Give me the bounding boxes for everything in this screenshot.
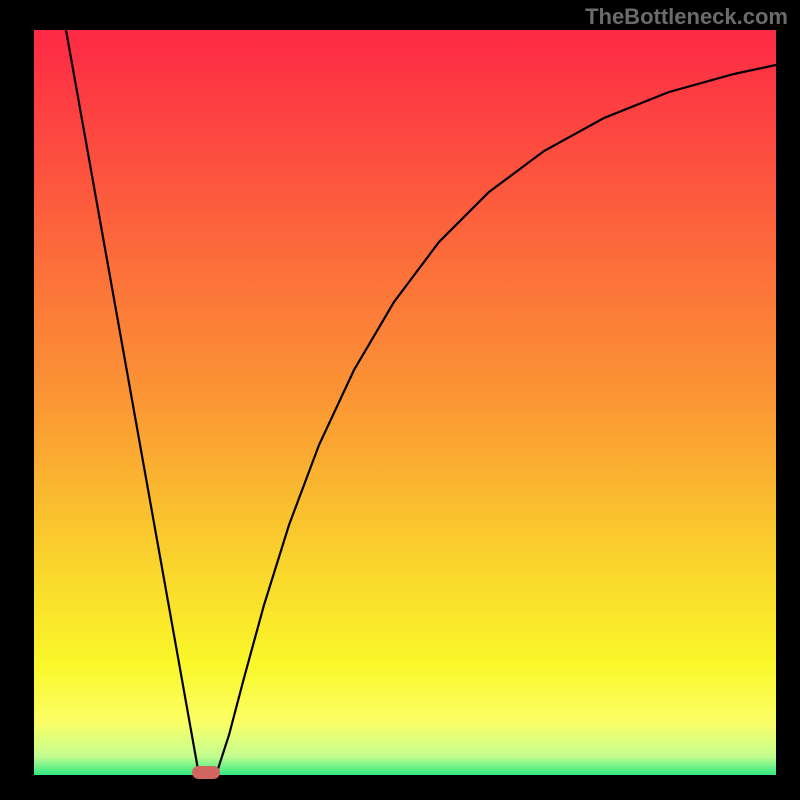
curve-left-segment bbox=[66, 30, 199, 775]
plot-background bbox=[34, 30, 776, 775]
curve-right-segment bbox=[216, 65, 776, 775]
watermark-text: TheBottleneck.com bbox=[585, 4, 788, 30]
bottleneck-curve bbox=[34, 30, 776, 775]
chart-container: TheBottleneck.com bbox=[0, 0, 800, 800]
optimum-marker bbox=[192, 766, 220, 779]
